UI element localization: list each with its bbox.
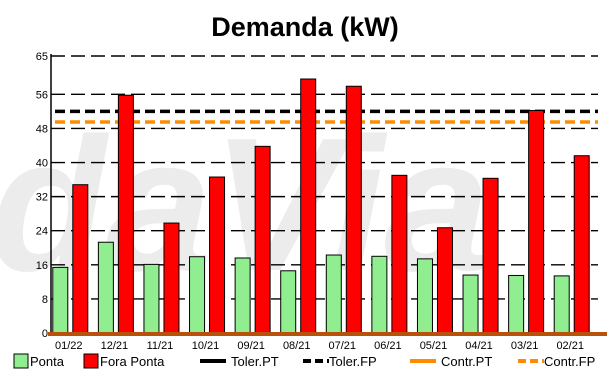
x-tick-label: 08/21 <box>283 340 311 352</box>
y-tick-label: 32 <box>36 192 48 204</box>
legend-label: Toler.FP <box>329 354 377 369</box>
legend-label: Contr.FP <box>544 354 595 369</box>
y-tick-label: 65 <box>36 51 48 63</box>
bar-fora-ponta <box>163 222 180 334</box>
bar-ponta <box>143 263 160 334</box>
y-tick-label: 16 <box>36 260 48 272</box>
x-tick-label: 09/21 <box>237 340 265 352</box>
bar-ponta <box>416 258 433 334</box>
bar-fora-ponta <box>528 110 545 334</box>
gridlines <box>51 55 598 300</box>
legend-label: Toler.PT <box>231 354 279 369</box>
chart-title: Demanda (kW) <box>211 12 399 42</box>
bar-ponta <box>462 274 479 334</box>
bar-fora-ponta <box>345 85 362 334</box>
x-axis-base <box>48 332 607 336</box>
bar-fora-ponta <box>436 227 453 334</box>
bar-ponta <box>234 257 251 334</box>
bar-fora-ponta <box>209 176 226 334</box>
bar-ponta <box>97 241 114 334</box>
bar-ponta <box>189 256 206 334</box>
x-tick-label: 06/21 <box>374 340 402 352</box>
x-tick-label: 04/21 <box>465 340 493 352</box>
bar-ponta <box>371 255 388 334</box>
x-tick-label: 02/21 <box>556 340 584 352</box>
legend: Ponta Fora Ponta Toler.PT Toler.FP Contr.PT C… <box>13 353 595 369</box>
bars <box>52 78 590 334</box>
x-tick-label: 05/21 <box>420 340 448 352</box>
y-tick-label: 56 <box>36 89 48 101</box>
y-tick-label: 0 <box>42 328 48 340</box>
axes <box>48 54 607 336</box>
bar-fora-ponta <box>117 94 134 334</box>
y-tick-label: 8 <box>42 294 48 306</box>
x-tick-label: 10/21 <box>192 340 220 352</box>
legend-swatch <box>83 353 99 369</box>
legend-swatch <box>13 353 29 369</box>
x-tick-label: 07/21 <box>329 340 357 352</box>
bar-ponta <box>508 274 525 334</box>
x-tick-label: 01/22 <box>55 340 83 352</box>
bar-ponta <box>325 254 342 334</box>
x-tick-label: 11/21 <box>147 340 174 352</box>
x-tick-label: 03/21 <box>511 340 539 352</box>
bar-fora-ponta <box>573 155 590 334</box>
bar-ponta <box>52 266 69 334</box>
y-tick-label: 24 <box>36 226 48 238</box>
legend-label: Ponta <box>30 354 65 369</box>
bar-fora-ponta <box>391 174 408 334</box>
bar-ponta <box>553 275 570 334</box>
x-axis-ticks: 01/22 12/21 11/21 10/21 09/21 08/21 07/21 06/21… <box>55 340 584 352</box>
y-axis-ticks: 0 8 16 24 32 40 48 56 65 <box>36 51 48 340</box>
y-tick-label: 48 <box>36 123 48 135</box>
bar-fora-ponta <box>254 145 271 334</box>
bar-ponta <box>280 270 297 334</box>
bar-fora-ponta <box>300 78 317 334</box>
bar-fora-ponta <box>72 184 89 334</box>
reference-lines <box>55 109 598 124</box>
legend-label: Fora Ponta <box>100 354 165 369</box>
legend-label: Contr.PT <box>441 354 492 369</box>
y-tick-label: 40 <box>36 158 48 170</box>
x-tick-label: 12/21 <box>101 340 129 352</box>
bar-fora-ponta <box>482 177 499 334</box>
